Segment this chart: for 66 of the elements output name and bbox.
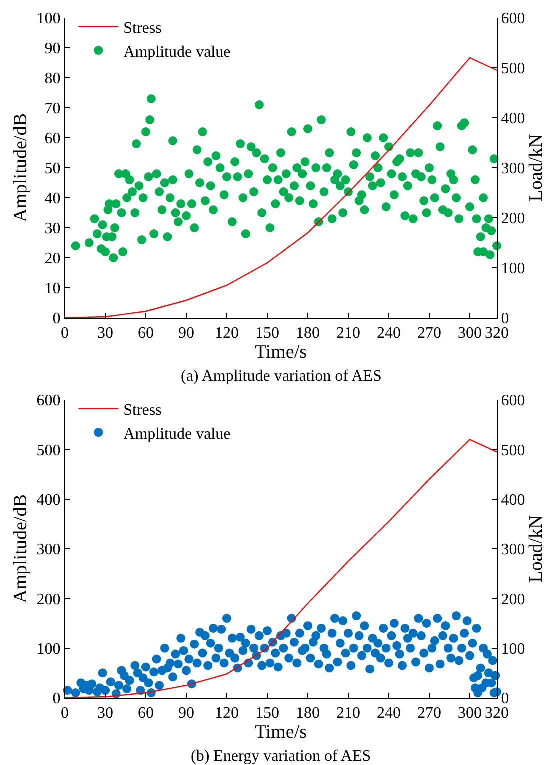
y-tick-label: 200 [36,591,61,608]
y-tick-label: 10 [44,280,61,298]
y2-tick-label: 100 [501,260,526,278]
y-tick-label: 0 [52,690,61,708]
y-tick-label: 400 [36,492,61,509]
x-tick-label: 270 [418,325,442,342]
x-tick-label: 30 [98,325,114,342]
y-tick-label: 60 [44,130,61,148]
y-tick-label: 70 [44,100,61,118]
y-tick-label: 90 [44,40,61,58]
y2-tick-label: 300 [501,160,526,178]
x-tick-label: 270 [418,705,442,722]
x-tick-label: 240 [377,705,401,722]
y-tick-label: 20 [44,250,61,268]
y-tick-label: 300 [36,542,61,559]
y-axis-title: Amplitude/dB [10,114,32,222]
y-tick-label: 80 [44,70,61,88]
y2-tick-label: 300 [501,542,526,559]
x-axis-title: Time/s [254,722,308,744]
y2-tick-label: 0 [501,310,510,328]
y2-tick-label: 200 [501,210,526,228]
legend-label: Amplitude value [124,44,231,61]
text: (b) Energy variation of AES [191,748,372,765]
y-tick-label: 0 [52,310,61,328]
x-tick-label: 210 [336,325,360,342]
x-tick-label: 300 [458,705,482,722]
y2-tick-label: 200 [501,591,526,608]
y2-tick-label: 400 [501,110,526,128]
y-tick-label: 30 [44,220,61,238]
x-tick-label: 240 [377,325,401,342]
x-tick-label: 120 [215,705,239,722]
text: (a) Amplitude variation of AES [181,368,382,385]
x-tick-label: 60 [138,325,154,342]
x-tick-label: 150 [256,325,280,342]
y2-tick-label: 600 [501,392,526,410]
x-tick-label: 320 [485,325,509,342]
x-tick-label: 180 [296,705,320,722]
y2-tick-label: 500 [501,60,526,78]
legend-label: Stress [124,20,162,37]
y-tick-label: 100 [36,640,61,658]
x-tick-label: 120 [215,325,239,342]
x-tick-label: 90 [178,325,194,342]
y-tick-label: 600 [36,392,61,410]
legend-label: Stress [124,402,162,419]
y2-tick-label: 500 [501,442,526,460]
y-tick-label: 50 [44,160,61,178]
y2-tick-label: 0 [501,690,510,708]
y2-tick-label: 400 [501,492,526,509]
x-tick-label: 90 [178,705,194,722]
y2-tick-label: 100 [501,640,526,658]
x-tick-label: 30 [98,705,114,722]
y-tick-label: 500 [36,442,61,460]
x-tick-label: 210 [336,705,360,722]
y-tick-label: 100 [36,10,61,28]
x-tick-label: 180 [296,325,320,342]
x-tick-label: 320 [485,705,509,722]
y2-tick-label: 600 [501,10,526,28]
y-tick-label: 40 [44,190,61,208]
x-tick-label: 60 [138,705,154,722]
legend-label: Amplitude value [124,426,231,443]
y2-axis-title: Load/kN [526,514,547,583]
x-axis-title: Time/s [254,342,308,364]
x-tick-label: 150 [256,705,280,722]
x-tick-label: 300 [458,325,482,342]
y2-axis-title: Load/kN [526,134,547,202]
y-axis-title: Amplitude/dB [10,494,32,604]
